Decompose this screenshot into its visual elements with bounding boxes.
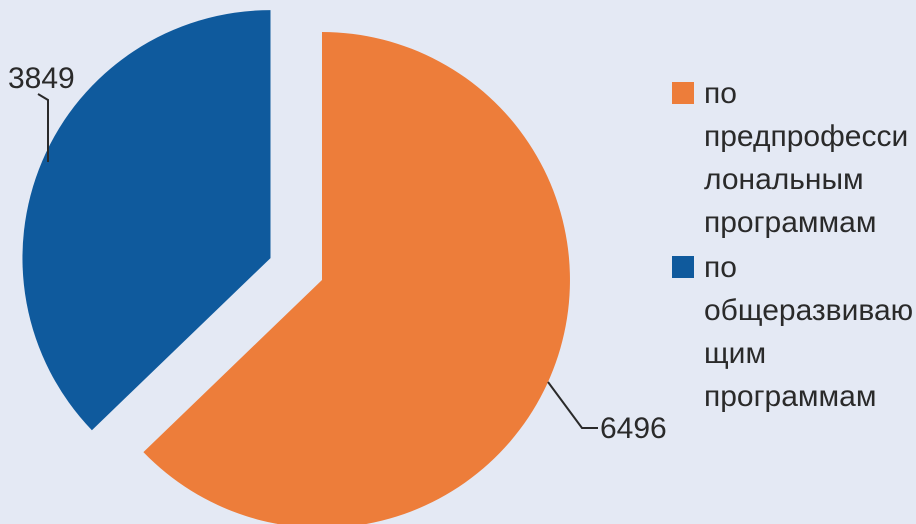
pie-slice-preprofessional <box>143 32 570 524</box>
leader-line-3849 <box>37 93 49 162</box>
pie-slice-general-developmental <box>22 10 271 431</box>
legend-text-line: по <box>704 251 737 284</box>
data-label-6496: 6496 <box>600 412 667 445</box>
legend-item-preprofessional: по предпрофесси лональным программам <box>672 72 912 244</box>
legend-text-line: щим <box>704 337 767 370</box>
legend-text-line: лональным <box>704 163 864 196</box>
legend-text-line: программам <box>704 206 877 239</box>
legend-text-line: общеразвиваю <box>704 294 914 327</box>
leader-line-6496 <box>547 381 598 429</box>
legend-text-line: программам <box>704 380 877 413</box>
legend-item-general-developmental: по общеразвиваю щим программам <box>672 246 914 418</box>
legend-text-line: предпрофесси <box>704 120 909 153</box>
legend-swatch-blue <box>672 256 694 278</box>
legend-swatch-orange <box>672 82 694 104</box>
legend-text-line: по <box>704 77 737 110</box>
legend: по предпрофесси лональным программам по … <box>672 72 914 420</box>
data-label-3849: 3849 <box>8 62 75 95</box>
